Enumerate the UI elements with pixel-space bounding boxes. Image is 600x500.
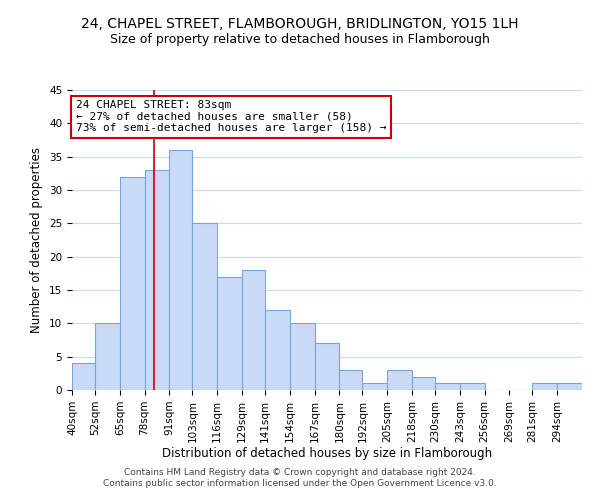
Bar	[460, 384, 485, 390]
Bar	[290, 324, 314, 390]
X-axis label: Distribution of detached houses by size in Flamborough: Distribution of detached houses by size …	[162, 448, 492, 460]
Bar	[145, 170, 169, 390]
Text: 24, CHAPEL STREET, FLAMBOROUGH, BRIDLINGTON, YO15 1LH: 24, CHAPEL STREET, FLAMBOROUGH, BRIDLING…	[81, 18, 519, 32]
Bar	[532, 384, 557, 390]
Y-axis label: Number of detached properties: Number of detached properties	[31, 147, 43, 333]
Bar	[435, 384, 460, 390]
Bar	[314, 344, 340, 390]
Bar	[120, 176, 145, 390]
Bar	[95, 324, 120, 390]
Bar	[72, 364, 95, 390]
Bar	[265, 310, 290, 390]
Text: Size of property relative to detached houses in Flamborough: Size of property relative to detached ho…	[110, 32, 490, 46]
Bar	[362, 384, 387, 390]
Bar	[557, 384, 582, 390]
Bar	[242, 270, 265, 390]
Bar	[169, 150, 193, 390]
Bar	[340, 370, 362, 390]
Text: Contains HM Land Registry data © Crown copyright and database right 2024.
Contai: Contains HM Land Registry data © Crown c…	[103, 468, 497, 487]
Bar	[387, 370, 412, 390]
Bar	[217, 276, 242, 390]
Bar	[193, 224, 217, 390]
Text: 24 CHAPEL STREET: 83sqm
← 27% of detached houses are smaller (58)
73% of semi-de: 24 CHAPEL STREET: 83sqm ← 27% of detache…	[76, 100, 386, 133]
Bar	[412, 376, 435, 390]
